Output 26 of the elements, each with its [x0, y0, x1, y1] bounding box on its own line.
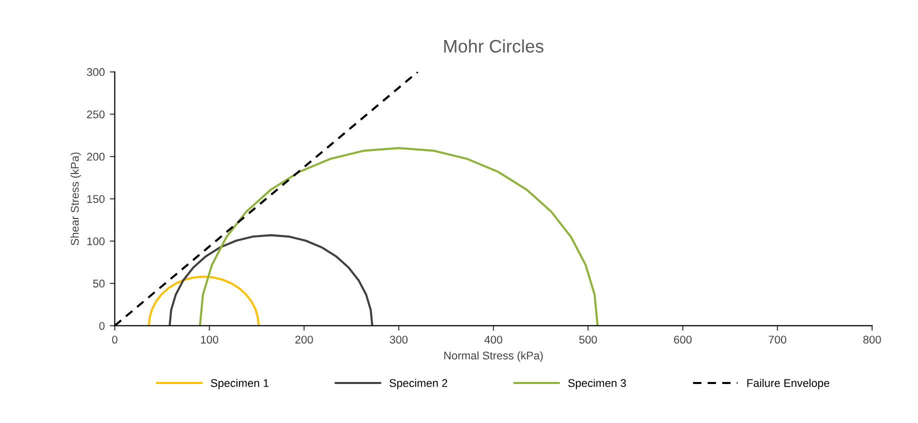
y-tick-label: 150	[87, 195, 105, 203]
legend-label: Specimen 2	[390, 378, 448, 390]
chart-title: Mohr Circles	[444, 39, 544, 53]
x-tick-label: 800	[863, 336, 881, 344]
x-axis-title: Normal Stress (kPa)	[444, 351, 543, 362]
line-series	[198, 147, 599, 326]
x-tick-label: 400	[484, 336, 502, 344]
y-tick-label: 250	[87, 110, 105, 118]
x-tick-label: 600	[674, 336, 692, 344]
y-tick-label: 300	[86, 68, 105, 76]
x-tick-label: 100	[201, 336, 218, 344]
line-series	[148, 276, 260, 326]
y-tick-label: 50	[93, 280, 105, 288]
x-tick-label: 300	[390, 336, 408, 344]
legend-label: Specimen 1	[210, 378, 269, 390]
y-tick-label: 0	[99, 322, 105, 330]
legend-label: Failure Envelope	[747, 378, 830, 390]
y-axis-title: Shear Stress (kPa)	[70, 152, 81, 246]
line-series	[168, 234, 374, 326]
x-tick-label: 500	[579, 336, 597, 344]
x-tick-label: 200	[295, 336, 313, 344]
x-tick-label: 0	[112, 336, 118, 344]
legend-label: Specimen 3	[568, 378, 626, 390]
y-tick-label: 200	[87, 152, 105, 161]
y-tick-label: 100	[87, 237, 105, 246]
x-tick-label: 700	[768, 336, 786, 344]
